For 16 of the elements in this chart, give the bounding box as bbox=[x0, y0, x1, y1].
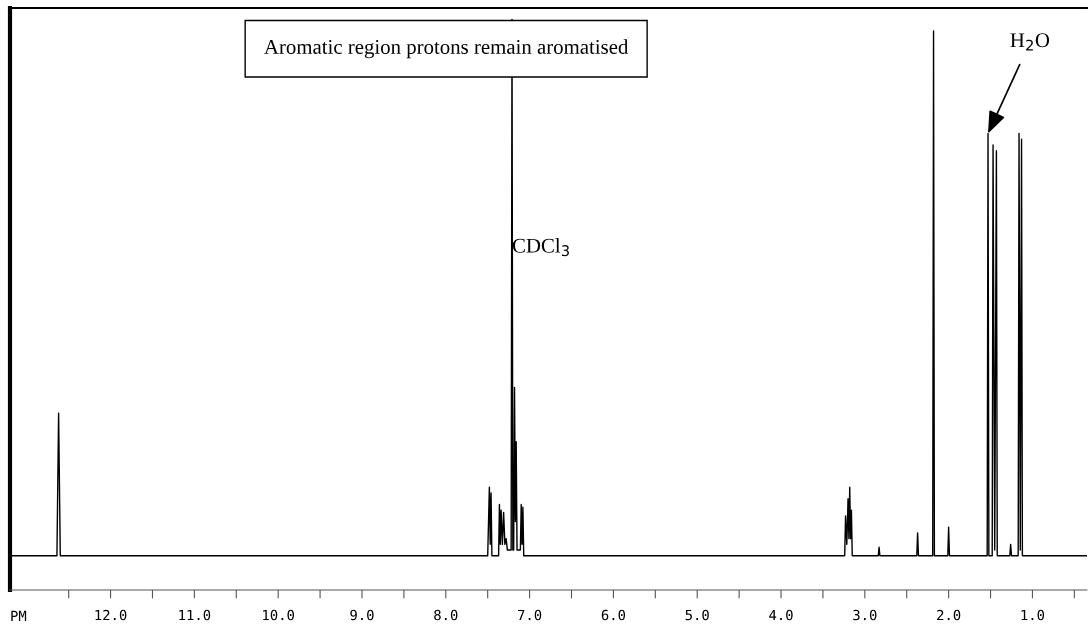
x-tick-label: 5.0 bbox=[685, 609, 709, 621]
x-tick-label: 8.0 bbox=[434, 609, 458, 621]
x-tick-label: 6.0 bbox=[601, 609, 626, 621]
x-tick-label: 7.0 bbox=[518, 609, 542, 621]
x-tick-label: 11.0 bbox=[179, 609, 211, 621]
x-tick-label: 1.0 bbox=[1021, 609, 1045, 621]
annotation: CDCl$_{3}$ bbox=[512, 238, 569, 257]
x-tick-label: 2.0 bbox=[937, 609, 961, 621]
x-tick-label: 12.0 bbox=[95, 609, 127, 621]
annotation: Aromatic region protons remain aromatised bbox=[264, 39, 629, 59]
x-axis-title: PM bbox=[11, 610, 27, 621]
annotation: H$_{2}$O bbox=[1010, 33, 1050, 51]
x-tick-label: 9.0 bbox=[350, 609, 374, 621]
x-tick-label: 3.0 bbox=[853, 609, 877, 621]
x-tick-label: 10.0 bbox=[263, 609, 294, 621]
x-tick-label: 4.0 bbox=[769, 609, 793, 621]
